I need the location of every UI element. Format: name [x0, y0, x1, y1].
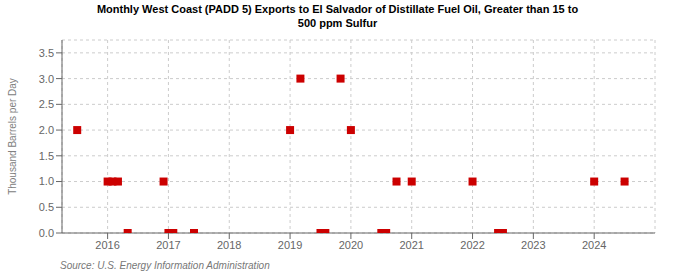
svg-text:2020: 2020	[339, 239, 363, 251]
svg-text:2024: 2024	[582, 239, 606, 251]
svg-text:2021: 2021	[399, 239, 423, 251]
html-text:500 ppm Sulfur: 500 ppm Sulfur	[297, 17, 378, 29]
svg-text:2017: 2017	[156, 239, 180, 251]
svg-text:2023: 2023	[521, 239, 545, 251]
svg-text:Thousand Barrels per Day: Thousand Barrels per Day	[8, 78, 18, 195]
svg-text:2022: 2022	[460, 239, 484, 251]
html-text:Source: U.S. Energy Informatio: Source: U.S. Energy Information Administ…	[60, 260, 270, 271]
svg-text:3.5: 3.5	[39, 47, 54, 59]
svg-text:2016: 2016	[95, 239, 119, 251]
svg-text:2018: 2018	[217, 239, 241, 251]
svg-text:3.0: 3.0	[39, 73, 54, 85]
svg-text:1.5: 1.5	[39, 150, 54, 162]
svg-text:0.5: 0.5	[39, 201, 54, 213]
html-text:Monthly West Coast (PADD 5) Ex: Monthly West Coast (PADD 5) Exports to E…	[96, 3, 579, 15]
svg-text:0.0: 0.0	[39, 227, 54, 239]
svg-text:2019: 2019	[278, 239, 302, 251]
svg-text:2.5: 2.5	[39, 98, 54, 110]
svg-text:1.0: 1.0	[39, 175, 54, 187]
svg-text:2.0: 2.0	[39, 124, 54, 136]
